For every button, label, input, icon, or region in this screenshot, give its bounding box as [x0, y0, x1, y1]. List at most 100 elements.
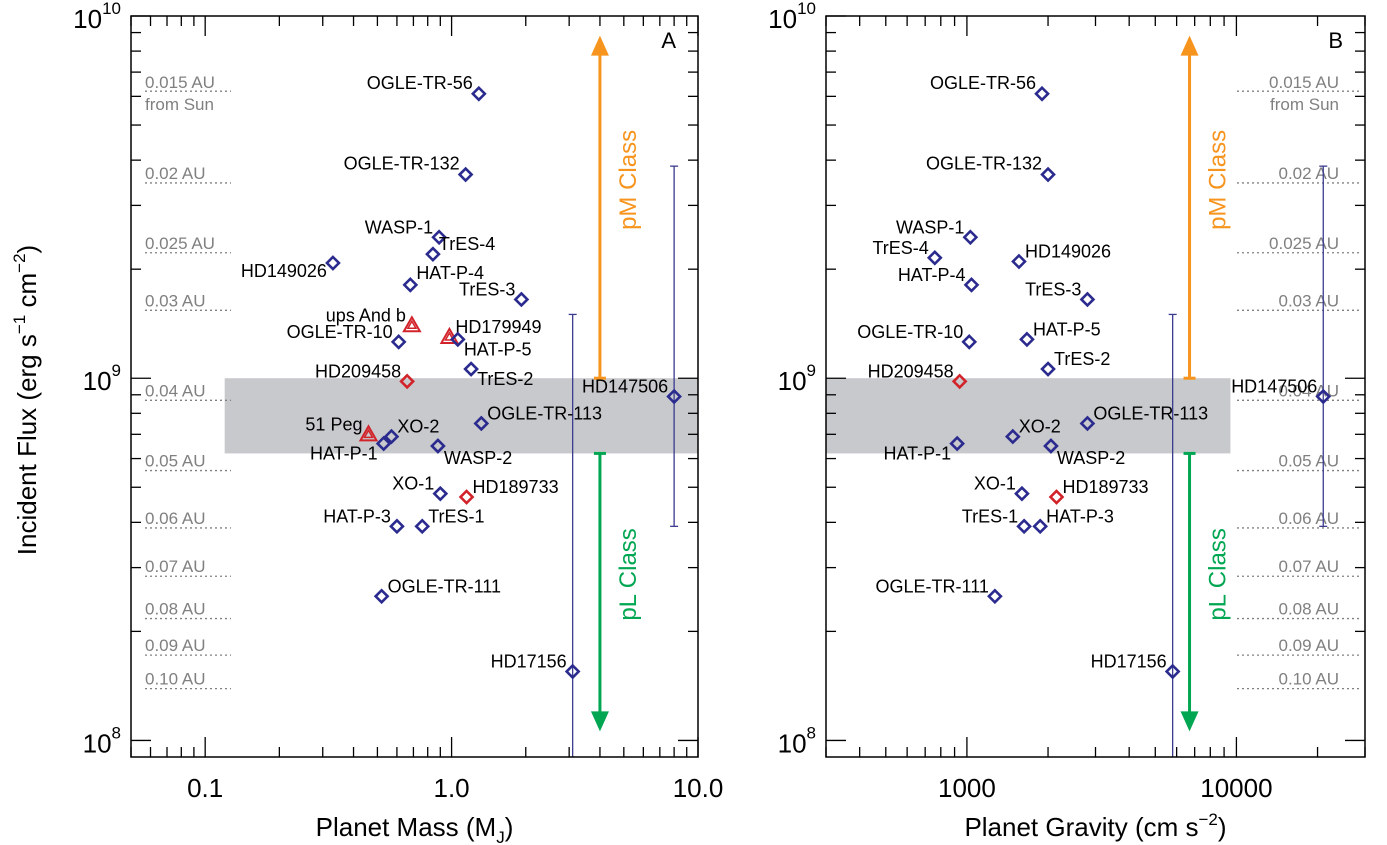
data-point-diamond — [963, 277, 980, 293]
transition-band — [826, 378, 1231, 454]
x-tick-label: 0.1 — [187, 773, 223, 803]
au-distance-label: 0.07 AU — [145, 557, 206, 576]
planet-label: HAT-P-4 — [898, 265, 966, 285]
planet-label: HD17156 — [491, 651, 567, 671]
x-axis-title-sup: −2 — [1199, 810, 1218, 829]
planet-label: OGLE-TR-111 — [876, 576, 989, 596]
x-axis-title-end: ) — [505, 812, 514, 842]
au-distance-label: 0.03 AU — [145, 291, 206, 310]
planet-label: WASP-2 — [1057, 448, 1125, 468]
data-point-diamond — [1048, 489, 1065, 505]
planet-label: OGLE-TR-132 — [926, 154, 1042, 174]
y-tick-base: 10 — [778, 366, 807, 396]
planet-label: 51 Peg — [305, 414, 362, 434]
data-point-diamond — [390, 334, 407, 350]
au-distance-label: 0.02 AU — [1279, 164, 1340, 183]
y-tick-base: 10 — [83, 366, 112, 396]
x-tick-label: 1.0 — [434, 773, 470, 803]
data-point-diamond — [457, 166, 474, 183]
planet-label: XO-1 — [974, 474, 1016, 494]
data-point-diamond — [425, 246, 441, 263]
data-point-diamond — [1079, 291, 1096, 308]
au-distance-label: from Sun — [145, 95, 214, 114]
data-point-diamond — [430, 438, 446, 454]
planet-label: OGLE-TR-56 — [930, 73, 1036, 93]
y-axis-title-end: ) — [12, 245, 42, 254]
data-point-diamond — [463, 361, 479, 377]
data-point-diamond — [1016, 518, 1032, 535]
planet-label: WASP-2 — [444, 448, 512, 468]
data-point-diamond — [325, 255, 341, 271]
planet-label: TrES-3 — [459, 279, 515, 299]
x-axis-title-sub: J — [496, 828, 505, 845]
planet-label: XO-2 — [397, 417, 439, 437]
data-point-diamond — [951, 373, 968, 390]
x-axis-title-main: Planet Gravity (cm s — [964, 812, 1198, 842]
au-distance-label: 0.10 AU — [145, 670, 206, 689]
planet-label: HD149026 — [1025, 242, 1111, 262]
data-point-diamond — [432, 485, 449, 502]
y-tick-label: 109 — [83, 361, 121, 396]
au-distance-label: from Sun — [1270, 95, 1339, 114]
au-distance-label: 0.06 AU — [1279, 509, 1340, 528]
y-tick-exponent: 8 — [112, 723, 121, 742]
data-point-triangle — [358, 424, 379, 442]
x-axis-title: Planet Mass (MJ) — [316, 812, 514, 845]
planet-label: HD179949 — [455, 317, 541, 337]
pl-class-label: pL Class — [1205, 528, 1232, 620]
planet-label: OGLE-TR-113 — [1093, 403, 1208, 423]
data-point-diamond — [1079, 415, 1096, 432]
data-point-triangle — [402, 315, 422, 333]
data-point-diamond — [414, 518, 431, 535]
pl-arrow-head — [1180, 711, 1199, 732]
y-tick-base: 10 — [83, 728, 112, 758]
au-distance-label: 0.06 AU — [145, 509, 206, 528]
data-point-diamond — [449, 331, 466, 348]
data-point-diamond — [962, 229, 979, 246]
planet-label: HD17156 — [1091, 651, 1167, 671]
data-point-diamond — [1004, 428, 1021, 445]
y-tick-exponent: 9 — [807, 361, 816, 380]
au-distance-label: 0.07 AU — [1279, 557, 1340, 576]
pm-class-label: pM Class — [615, 130, 642, 230]
pm-arrow-head — [590, 35, 609, 56]
data-point-diamond — [961, 334, 978, 350]
panel-letter: B — [1328, 28, 1343, 53]
x-axis-title-end: ) — [1218, 812, 1227, 842]
planet-label: HD149026 — [241, 261, 327, 281]
y-axis-title: Incident Flux (erg s−1 cm−2) — [10, 245, 42, 555]
data-point-diamond — [987, 588, 1003, 605]
y-tick-exponent: 8 — [807, 723, 816, 742]
data-point-diamond — [1040, 361, 1056, 377]
x-tick-label: 1000 — [938, 773, 996, 803]
data-point-diamond — [1032, 518, 1049, 535]
planet-label: HD147506 — [1231, 377, 1317, 397]
data-point-diamond — [389, 518, 405, 535]
y-tick-label: 1010 — [768, 0, 816, 34]
data-point-diamond — [375, 435, 392, 452]
planet-label: HAT-P-1 — [883, 444, 951, 464]
data-point-triangle-inner — [406, 319, 418, 330]
data-point-diamond — [949, 435, 965, 452]
planet-label: HAT-P-5 — [464, 339, 532, 359]
planet-label: OGLE-TR-113 — [487, 403, 602, 423]
planet-label: TrES-1 — [962, 506, 1018, 526]
data-point-diamond — [473, 415, 490, 432]
data-point-diamond — [1019, 331, 1035, 348]
y-axis-title-main: Incident Flux (erg s — [12, 334, 42, 555]
pm-class-label: pM Class — [1205, 130, 1232, 230]
planet-label: WASP-1 — [365, 217, 433, 237]
data-point-diamond — [564, 663, 581, 680]
planet-label: HD209458 — [868, 361, 954, 381]
y-tick-label: 1010 — [73, 0, 121, 34]
data-point-diamond — [373, 588, 390, 605]
svg-text:Incident Flux (erg s−1 cm−2): Incident Flux (erg s−1 cm−2) — [10, 245, 42, 555]
y-axis-title-exp1: −1 — [10, 315, 29, 334]
au-distance-label: 0.05 AU — [1279, 452, 1340, 471]
planet-label: TrES-2 — [1054, 349, 1110, 369]
au-distance-label: 0.08 AU — [1279, 600, 1340, 619]
y-tick-label: 108 — [778, 723, 816, 758]
planet-label: OGLE-TR-10 — [857, 322, 963, 342]
pl-class-label: pL Class — [615, 528, 642, 620]
planet-label: HAT-P-5 — [1033, 319, 1101, 339]
